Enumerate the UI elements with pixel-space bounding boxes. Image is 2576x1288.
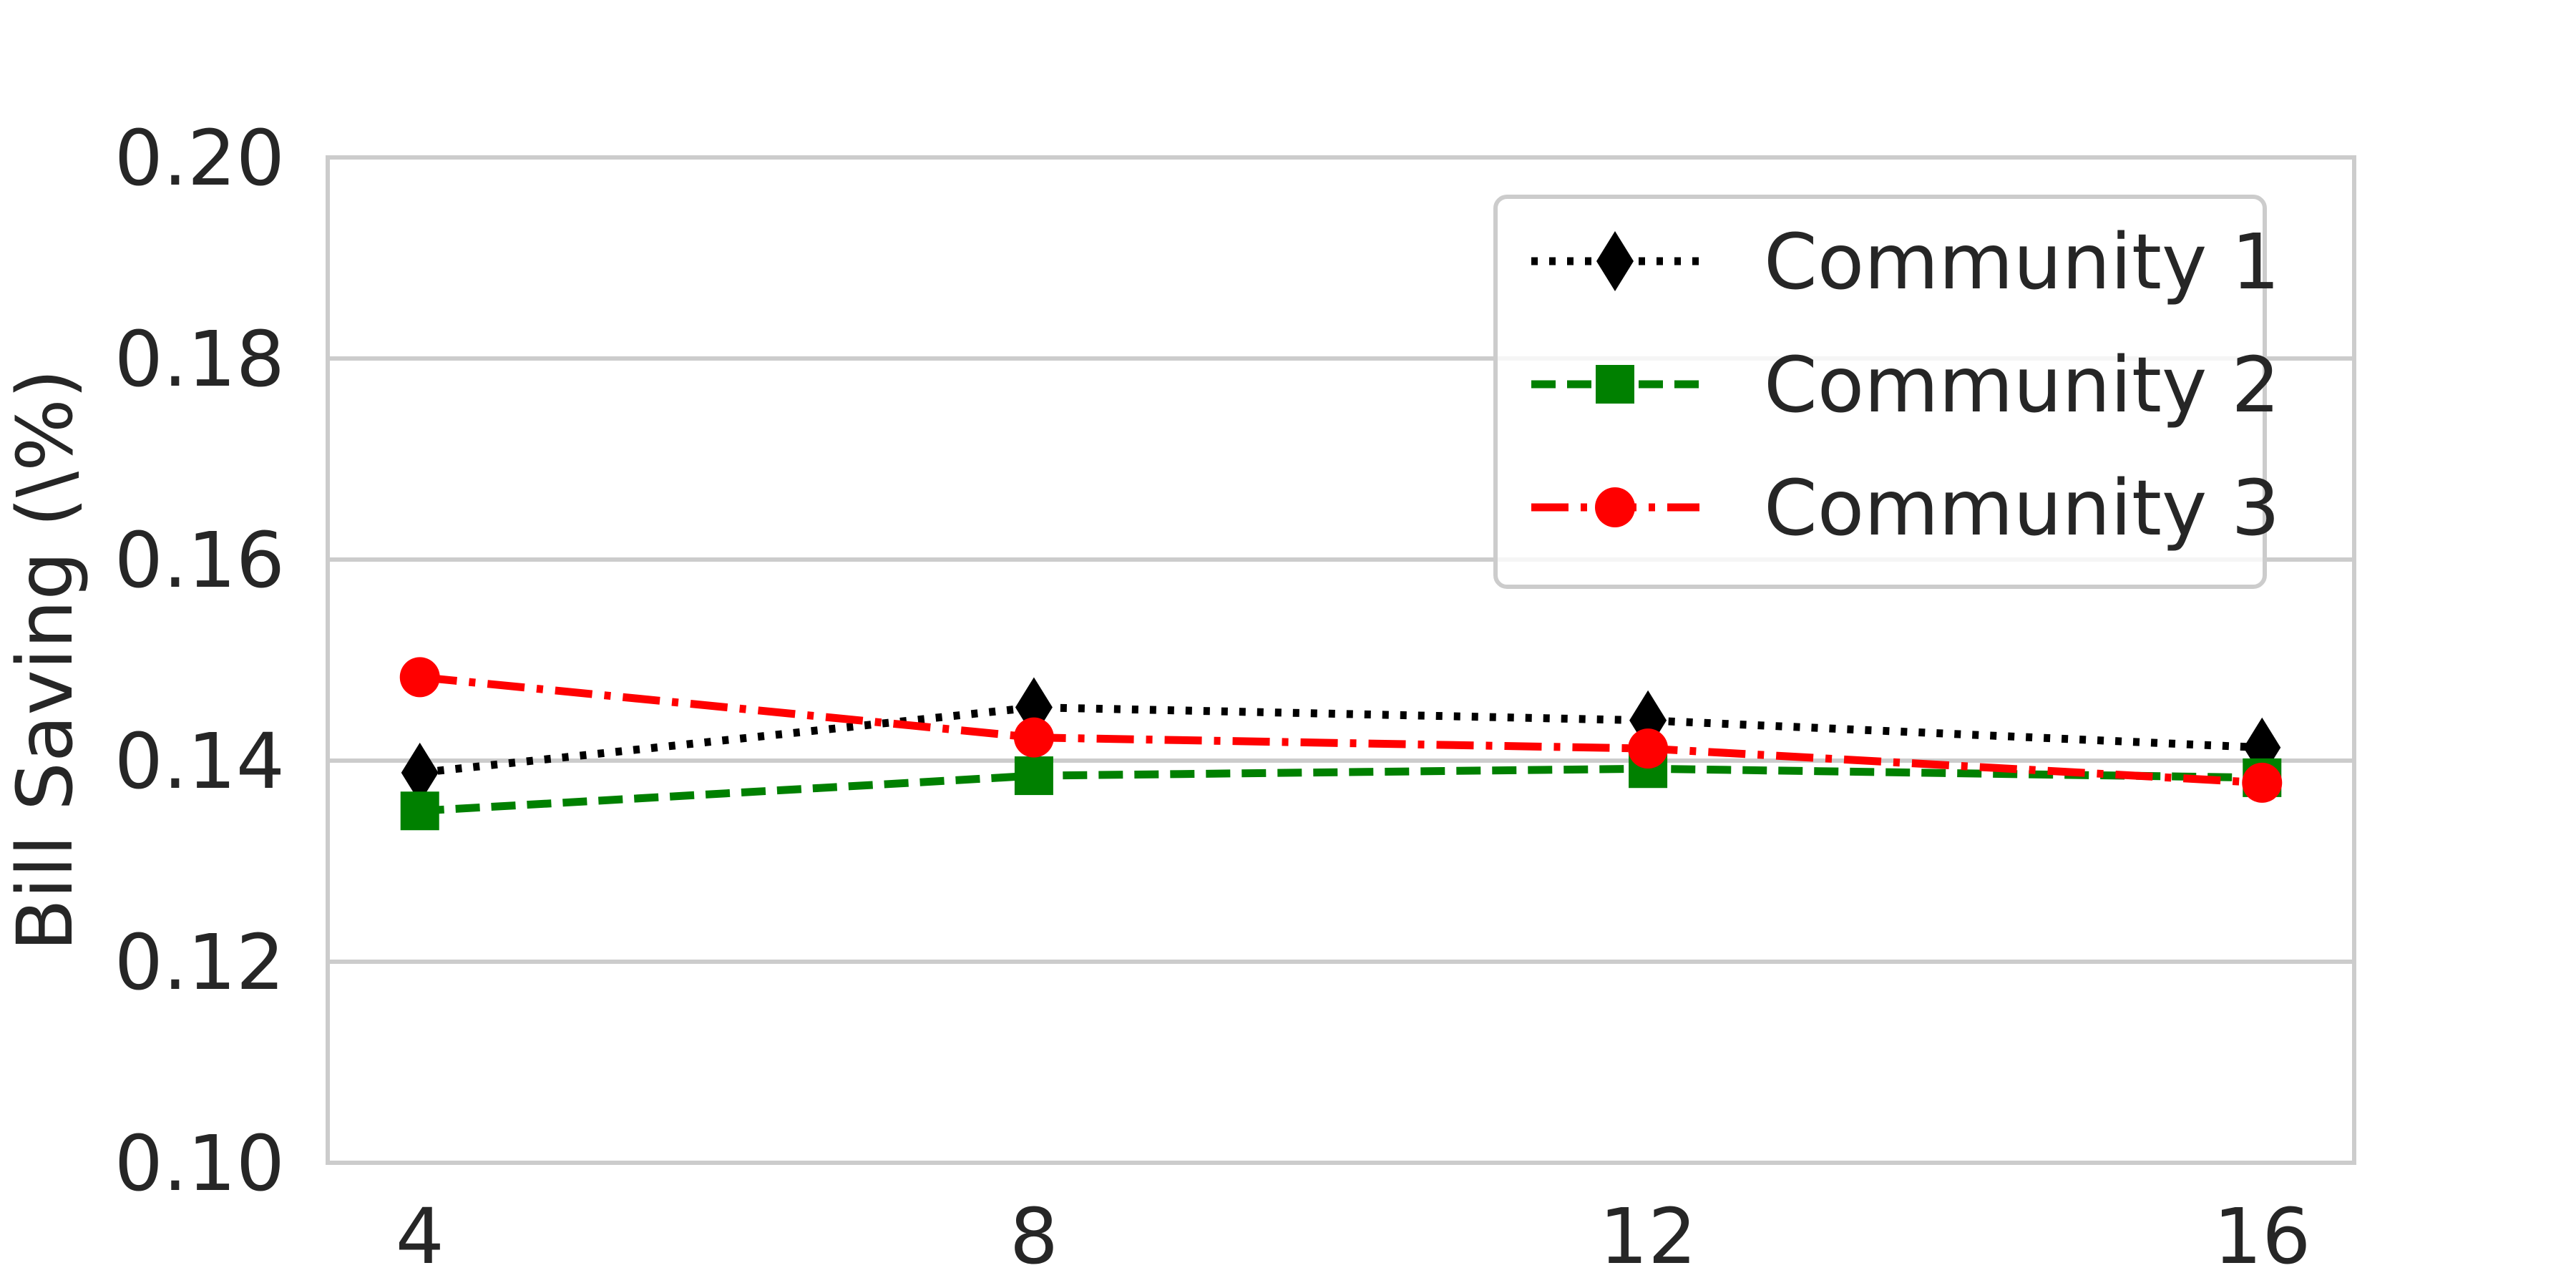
legend: Community 1 Community 2 Community 3: [1493, 195, 2280, 589]
legend-label: Community 1: [1764, 218, 2280, 307]
data-point-marker: [400, 791, 439, 831]
y-tick-label: 0.16: [114, 517, 285, 605]
legend-label: Community 3: [1764, 464, 2280, 553]
series-layer: [399, 657, 2283, 831]
legend-item: Community 2: [1531, 341, 2280, 430]
legend-marker: [1595, 487, 1635, 527]
x-tick-labels: 4 8 12 16: [396, 1193, 2311, 1282]
series-line: [419, 703, 2263, 777]
data-point-marker: [1015, 677, 1053, 738]
series-3: [399, 657, 2283, 803]
x-tick-label: 12: [1599, 1193, 1697, 1282]
x-tick-label: 4: [396, 1193, 444, 1282]
data-point-marker: [1013, 717, 1054, 758]
y-axis-label: Bill Saving (\%): [1, 369, 90, 951]
legend-label: Community 2: [1764, 341, 2280, 430]
y-tick-label: 0.10: [114, 1120, 285, 1209]
series-line: [419, 673, 2263, 787]
y-tick-labels: 0.10 0.12 0.14 0.16 0.18 0.20: [114, 114, 285, 1209]
data-point-marker: [1014, 756, 1053, 796]
legend-item: Community 1: [1531, 218, 2280, 307]
series-line: [419, 764, 2263, 815]
series-1: [401, 677, 2281, 803]
legend-marker: [1596, 365, 1634, 404]
legend-box: [1493, 195, 2267, 589]
data-point-marker: [1628, 728, 1669, 769]
data-point-marker: [401, 742, 439, 803]
x-tick-label: 8: [1010, 1193, 1058, 1282]
legend-items: Community 1 Community 2 Community 3: [1531, 218, 2280, 553]
y-tick-label: 0.14: [114, 718, 285, 806]
y-tick-label: 0.12: [114, 919, 285, 1008]
legend-item: Community 3: [1531, 464, 2280, 553]
plot-area-frame: [326, 155, 2356, 1165]
data-point-marker: [1629, 690, 1667, 751]
y-tick-label: 0.18: [114, 316, 285, 404]
data-point-marker: [2242, 762, 2283, 803]
data-point-marker: [399, 657, 440, 698]
legend-marker: [1596, 231, 1634, 291]
x-tick-label: 16: [2213, 1193, 2311, 1282]
y-tick-label: 0.20: [114, 114, 285, 203]
